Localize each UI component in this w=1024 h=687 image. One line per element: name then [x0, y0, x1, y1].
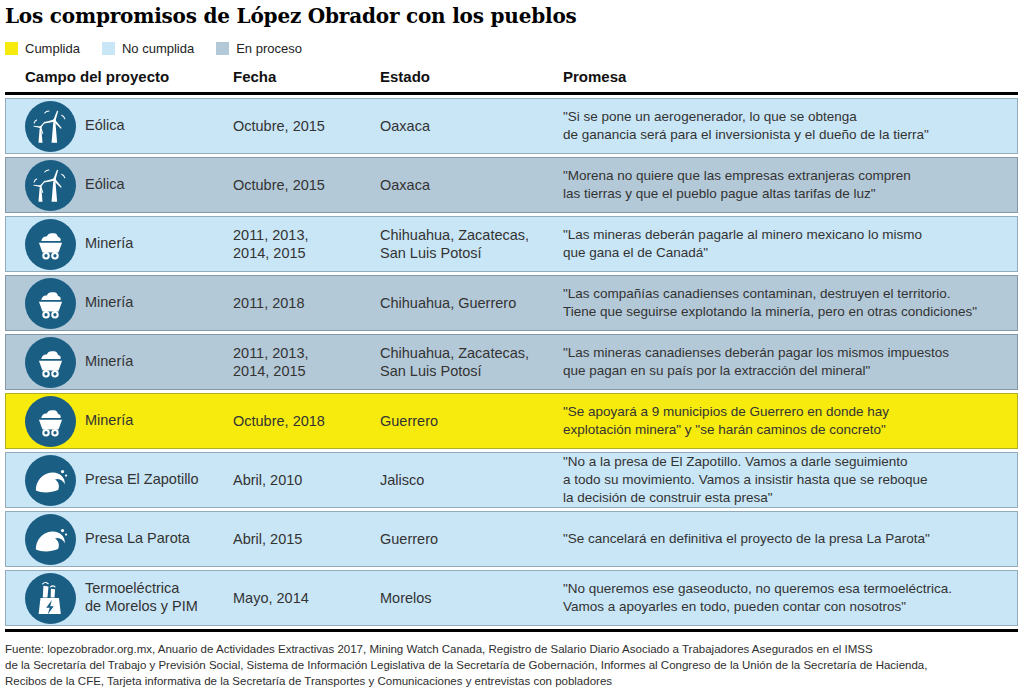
- promise-cell: "Las mineras deberán pagarle al minero m…: [563, 226, 1018, 262]
- table-body: Eólica Octubre, 2015 Oaxaca "Si se pone …: [5, 98, 1018, 626]
- column-header-campo: Campo del proyecto: [25, 68, 233, 85]
- en-proceso-swatch-icon: [216, 42, 229, 55]
- project-field-cell: Minería: [25, 219, 233, 270]
- cumplida-swatch-icon: [5, 42, 18, 55]
- project-icon-badge: [25, 278, 76, 329]
- project-icon-badge: [25, 101, 76, 152]
- state-cell: Chihuahua, Zacatecas, San Luis Potosí: [380, 344, 563, 380]
- infographic: Los compromisos de López Obrador con los…: [0, 0, 1024, 687]
- table-row: Presa La Parota Abril, 2015 Guerrero "Se…: [5, 511, 1018, 567]
- legend-item-no-cumplida: No cumplida: [102, 41, 194, 56]
- mining-cart-icon: [32, 403, 69, 440]
- mining-cart-icon: [32, 344, 69, 381]
- wind-turbines-icon: [32, 167, 69, 204]
- project-field-label: Eólica: [85, 176, 125, 194]
- status-legend: Cumplida No cumplida En proceso: [5, 41, 1018, 56]
- project-icon-badge: [25, 573, 76, 624]
- project-icon-badge: [25, 219, 76, 270]
- state-cell: Guerrero: [380, 530, 563, 548]
- date-cell: Octubre, 2015: [233, 117, 380, 135]
- project-field-cell: Eólica: [25, 160, 233, 211]
- date-cell: 2011, 2013, 2014, 2015: [233, 226, 380, 262]
- project-icon-badge: [25, 337, 76, 388]
- legend-label: En proceso: [236, 41, 302, 56]
- date-cell: Octubre, 2015: [233, 176, 380, 194]
- table-row: Eólica Octubre, 2015 Oaxaca "Si se pone …: [5, 98, 1018, 154]
- project-field-label: Minería: [85, 412, 133, 430]
- promise-cell: "Las compañías canadienses contaminan, d…: [563, 285, 1018, 321]
- project-field-cell: Presa La Parota: [25, 514, 233, 565]
- promise-cell: "Si se pone un aerogenerador, lo que se …: [563, 108, 1018, 144]
- project-field-cell: Minería: [25, 278, 233, 329]
- page-title: Los compromisos de López Obrador con los…: [5, 4, 1018, 28]
- table-row: Minería 2011, 2018 Chihuahua, Guerrero "…: [5, 275, 1018, 331]
- project-field-label: Eólica: [85, 117, 125, 135]
- promise-cell: "No a la presa de El Zapotillo. Vamos a …: [563, 453, 1018, 506]
- project-field-label: Termoeléctrica de Morelos y PIM: [85, 580, 198, 615]
- date-cell: Abril, 2015: [233, 530, 380, 548]
- promise-cell: "Morena no quiere que las empresas extra…: [563, 167, 1018, 203]
- table-row: Termoeléctrica de Morelos y PIM Mayo, 20…: [5, 570, 1018, 626]
- project-icon-badge: [25, 514, 76, 565]
- state-cell: Morelos: [380, 589, 563, 607]
- table-row: Minería 2011, 2013, 2014, 2015 Chihuahua…: [5, 216, 1018, 272]
- date-cell: 2011, 2013, 2014, 2015: [233, 344, 380, 380]
- promise-cell: "No queremos ese gaseoducto, no queremos…: [563, 580, 1018, 616]
- table-row: Minería 2011, 2013, 2014, 2015 Chihuahua…: [5, 334, 1018, 390]
- thermoelectric-plant-icon: [32, 580, 69, 617]
- state-cell: Oaxaca: [380, 176, 563, 194]
- project-icon-badge: [25, 455, 76, 506]
- table-header: Campo del proyecto Fecha Estado Promesa: [5, 68, 1018, 95]
- table-bottom-rule: [5, 629, 1018, 632]
- project-field-label: Presa La Parota: [85, 530, 190, 548]
- no-cumplida-swatch-icon: [102, 42, 115, 55]
- promise-cell: "Se cancelará en definitiva el proyecto …: [563, 530, 1018, 548]
- promise-cell: "Las mineras canadienses deberán pagar l…: [563, 344, 1018, 380]
- date-cell: Octubre, 2018: [233, 412, 380, 430]
- project-field-label: Minería: [85, 353, 133, 371]
- project-field-cell: Termoeléctrica de Morelos y PIM: [25, 573, 233, 624]
- state-cell: Oaxaca: [380, 117, 563, 135]
- source-note: Fuente: lopezobrador.org.mx, Anuario de …: [5, 641, 1018, 687]
- project-icon-badge: [25, 160, 76, 211]
- project-field-cell: Presa El Zapotillo: [25, 455, 233, 506]
- project-field-label: Minería: [85, 235, 133, 253]
- wave-icon: [32, 462, 69, 499]
- mining-cart-icon: [32, 285, 69, 322]
- column-header-promesa: Promesa: [563, 68, 1018, 85]
- legend-item-en-proceso: En proceso: [216, 41, 302, 56]
- state-cell: Chihuahua, Guerrero: [380, 294, 563, 312]
- legend-item-cumplida: Cumplida: [5, 41, 80, 56]
- project-field-cell: Minería: [25, 396, 233, 447]
- state-cell: Jalisco: [380, 471, 563, 489]
- column-header-fecha: Fecha: [233, 68, 380, 85]
- mining-cart-icon: [32, 226, 69, 263]
- project-field-cell: Minería: [25, 337, 233, 388]
- wave-icon: [32, 521, 69, 558]
- state-cell: Guerrero: [380, 412, 563, 430]
- legend-label: Cumplida: [25, 41, 80, 56]
- table-row: Presa El Zapotillo Abril, 2010 Jalisco "…: [5, 452, 1018, 508]
- project-icon-badge: [25, 396, 76, 447]
- table-row: Eólica Octubre, 2015 Oaxaca "Morena no q…: [5, 157, 1018, 213]
- project-field-label: Presa El Zapotillo: [85, 471, 199, 489]
- date-cell: 2011, 2018: [233, 294, 380, 312]
- date-cell: Mayo, 2014: [233, 589, 380, 607]
- wind-turbines-icon: [32, 108, 69, 145]
- legend-label: No cumplida: [122, 41, 194, 56]
- project-field-label: Minería: [85, 294, 133, 312]
- state-cell: Chihuahua, Zacatecas, San Luis Potosí: [380, 226, 563, 262]
- promise-cell: "Se apoyará a 9 municipios de Guerrero e…: [563, 403, 1018, 439]
- project-field-cell: Eólica: [25, 101, 233, 152]
- table-row: Minería Octubre, 2018 Guerrero "Se apoya…: [5, 393, 1018, 449]
- date-cell: Abril, 2010: [233, 471, 380, 489]
- column-header-estado: Estado: [380, 68, 563, 85]
